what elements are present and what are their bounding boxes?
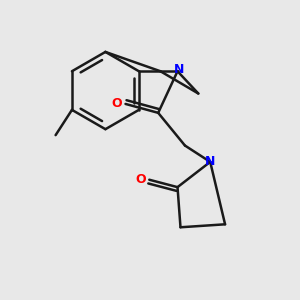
Text: O: O xyxy=(111,98,122,110)
Text: N: N xyxy=(205,155,215,168)
Text: N: N xyxy=(174,63,184,76)
Text: O: O xyxy=(135,173,146,186)
